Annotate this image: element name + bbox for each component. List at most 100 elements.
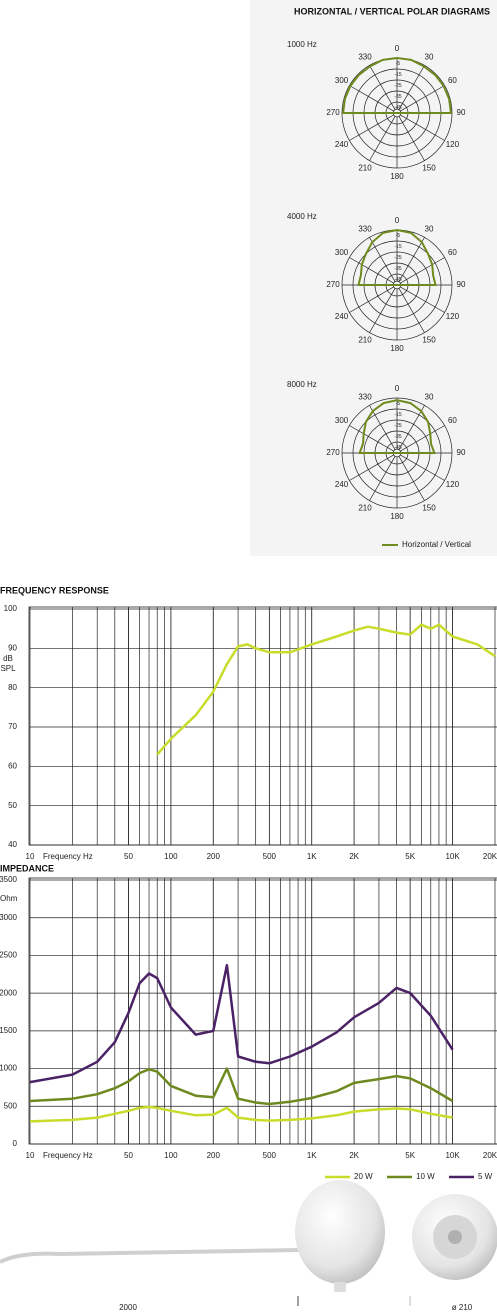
polar-spoke <box>400 425 445 452</box>
polar-spoke <box>400 286 445 313</box>
polar-spoke <box>349 257 394 284</box>
r-tick-label: -35 <box>394 94 401 100</box>
polar-spoke <box>398 116 425 161</box>
angle-label: 330 <box>358 225 372 234</box>
y-tick-label: 70 <box>8 722 17 731</box>
length-label: 2000 <box>119 1303 137 1312</box>
angle-label: 60 <box>448 248 457 257</box>
angle-label: 270 <box>326 108 340 117</box>
x-tick-label: 200 <box>207 1151 221 1160</box>
polar-spoke <box>400 85 445 112</box>
legend-label: 20 W <box>354 1172 373 1181</box>
polar-spoke <box>369 237 396 282</box>
angle-label: 120 <box>446 140 460 149</box>
x-tick-label: 2K <box>349 1151 359 1160</box>
polar-spoke <box>398 405 425 450</box>
y-tick-label: 3000 <box>0 913 18 922</box>
polar-spoke <box>369 405 396 450</box>
diagram-label: 8000 Hz <box>287 380 317 389</box>
y-tick-label: 80 <box>8 683 17 692</box>
polar-panel <box>250 0 497 556</box>
x-tick-label: 2K <box>349 852 359 861</box>
y-axis-label: dB SPL <box>0 654 16 674</box>
angle-label: 240 <box>335 140 349 149</box>
r-tick-label: -45 <box>394 105 401 111</box>
angle-label: 330 <box>358 393 372 402</box>
polar-spoke <box>349 85 394 112</box>
polar-spoke <box>398 65 425 110</box>
x-tick-label: 1K <box>307 852 317 861</box>
chart-title: IMPEDANCE <box>0 863 54 873</box>
x-tick-label: 100 <box>164 852 178 861</box>
x-tick-label: 500 <box>263 1151 277 1160</box>
r-tick-label: -25 <box>394 83 401 89</box>
r-tick-label: -35 <box>394 266 401 272</box>
series-line <box>29 1105 453 1123</box>
angle-label: 180 <box>390 172 404 181</box>
plot-frame <box>28 606 497 846</box>
angle-label: 180 <box>390 512 404 521</box>
angle-label: 300 <box>335 416 349 425</box>
x-tick-label: 5K <box>405 1151 415 1160</box>
angle-label: 150 <box>422 164 436 173</box>
y-tick-label: 500 <box>4 1101 18 1110</box>
angle-label: 60 <box>448 416 457 425</box>
angle-label: 90 <box>457 448 466 457</box>
angle-label: 150 <box>422 504 436 513</box>
series-line <box>29 963 454 1084</box>
angle-label: 300 <box>335 248 349 257</box>
x-tick-label: 100 <box>164 1151 178 1160</box>
angle-label: 120 <box>446 480 460 489</box>
x-tick-label: 10K <box>445 852 460 861</box>
y-tick-label: 2500 <box>0 951 18 960</box>
y-tick-label: 60 <box>8 761 17 770</box>
angle-label: 30 <box>425 53 434 62</box>
y-tick-label: 0 <box>13 1139 18 1148</box>
y-tick-label: 100 <box>4 604 18 613</box>
angle-label: 240 <box>335 312 349 321</box>
polar-spoke <box>400 454 445 481</box>
angle-label: 210 <box>358 336 372 345</box>
polar-curve <box>341 56 453 114</box>
angle-label: 30 <box>425 225 434 234</box>
series-line <box>29 1067 454 1106</box>
angle-label: 270 <box>326 280 340 289</box>
legend-label: Horizontal / Vertical <box>402 540 471 549</box>
series-line <box>156 623 496 756</box>
r-tick-label: -45 <box>394 445 401 451</box>
polar-spoke <box>369 288 396 333</box>
angle-label: 240 <box>335 480 349 489</box>
x-tick-label: 50 <box>124 852 133 861</box>
y-tick-label: 1500 <box>0 1026 18 1035</box>
diameter-label: ø 210 <box>452 1303 473 1312</box>
y-tick-label: 90 <box>8 643 17 652</box>
chart-title: FREQUENCY RESPONSE <box>0 585 109 595</box>
r-tick-label: -5 <box>396 61 401 67</box>
x-tick-label: 10 <box>26 852 35 861</box>
polar-spoke <box>349 114 394 141</box>
x-tick-label: 10K <box>445 1151 460 1160</box>
polar-spoke <box>369 456 396 501</box>
polar-spoke <box>400 114 445 141</box>
diagram-label: 1000 Hz <box>287 40 317 49</box>
polar-spoke <box>398 456 425 501</box>
angle-label: 90 <box>457 108 466 117</box>
product-image <box>0 1180 497 1306</box>
x-tick-label: 50 <box>124 1151 133 1160</box>
angle-label: 0 <box>395 44 400 53</box>
x-tick-label: 10 <box>26 1151 35 1160</box>
y-axis-label: Ohm <box>0 894 18 903</box>
r-tick-label: -15 <box>394 244 401 250</box>
angle-label: 210 <box>358 164 372 173</box>
x-tick-label: 20K <box>483 1151 497 1160</box>
polar-spoke <box>349 286 394 313</box>
angle-label: 0 <box>395 384 400 393</box>
polar-spoke <box>369 116 396 161</box>
r-tick-label: -5 <box>396 401 401 407</box>
y-tick-label: 40 <box>8 840 17 849</box>
polar-spoke <box>349 425 394 452</box>
r-tick-label: -25 <box>394 423 401 429</box>
r-tick-label: -25 <box>394 255 401 261</box>
